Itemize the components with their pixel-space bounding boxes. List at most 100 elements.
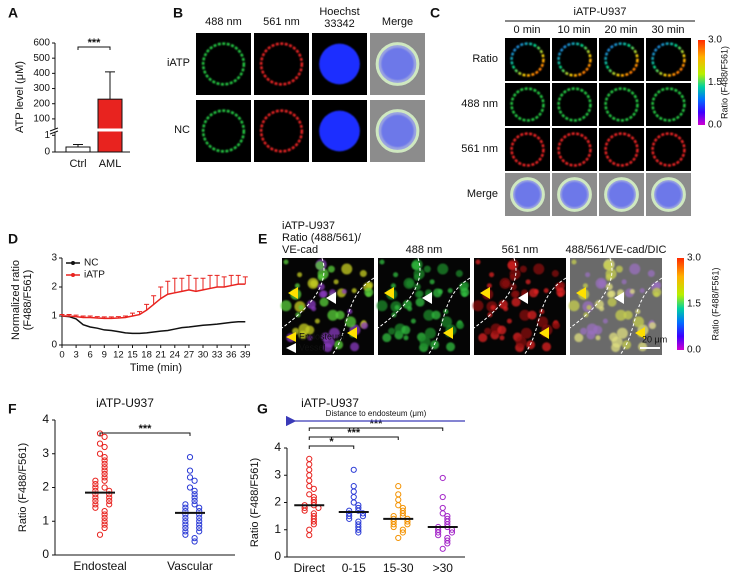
micrograph (312, 33, 367, 95)
data-point (439, 493, 446, 501)
x-tick-label: 0-15 (342, 561, 366, 575)
cell-blob (537, 316, 549, 328)
cell-blob (558, 281, 566, 289)
data-point (399, 529, 406, 536)
data-point (439, 504, 446, 512)
data-point (390, 521, 397, 528)
data-point (448, 529, 456, 536)
cell-blob (318, 290, 326, 298)
data-point (101, 474, 108, 481)
y-tick-label: 3 (51, 253, 57, 264)
data-point (350, 466, 357, 473)
x-tick-label: 36 (226, 350, 237, 361)
cell-blob (379, 259, 385, 265)
error-bar (193, 277, 199, 292)
cell-blob (489, 272, 495, 278)
micrograph (370, 100, 425, 162)
y-axis-label: ATP level (μM) (14, 61, 26, 133)
data-point (182, 501, 189, 508)
data-point (306, 477, 313, 484)
y-tick-label: 600 (33, 38, 50, 49)
membrane (259, 109, 304, 153)
cell-blob (606, 290, 614, 298)
column-label: 488 nm (406, 244, 443, 256)
x-axis-label: Time (min) (130, 362, 182, 374)
micrograph (599, 173, 644, 216)
data-point (346, 515, 353, 522)
arrow-marker (539, 327, 549, 339)
significance-label: * (329, 436, 334, 448)
cell-blob (406, 280, 414, 288)
cell-blob (447, 288, 453, 294)
micrograph (599, 128, 644, 171)
nucleus (514, 181, 541, 208)
cell-blob (653, 291, 659, 297)
arrow-label: Distance to endosteum (μm) (326, 409, 427, 418)
cell-blob (543, 288, 549, 294)
cell-blob (415, 297, 425, 307)
cell-blob (366, 281, 374, 289)
cell-blob (335, 310, 345, 320)
cell-blob (345, 316, 357, 328)
cell-blob (602, 318, 608, 324)
membrane (604, 132, 639, 167)
cell-blob (639, 288, 645, 294)
boundary (569, 257, 663, 356)
bar (97, 98, 123, 153)
legend-label: NC (84, 258, 98, 269)
data-point (191, 477, 198, 484)
cell-blob (306, 299, 316, 309)
data-point (182, 514, 189, 521)
cell-blob (607, 297, 617, 307)
nucleus (319, 43, 360, 85)
panel-label: G (257, 401, 268, 417)
arrow-marker (326, 292, 336, 304)
data-point (444, 540, 451, 547)
cell-blob (315, 261, 325, 271)
data-point (101, 518, 108, 525)
cell-blob (333, 279, 339, 285)
cell-blob (533, 263, 545, 275)
y-tick-label: 100 (33, 114, 50, 125)
y-tick-label: 3 (42, 446, 49, 460)
y-axis-label: (F488/F561) (22, 270, 34, 331)
legend-label: iATP (84, 270, 105, 281)
data-point (355, 529, 362, 536)
data-point (92, 481, 99, 488)
column-label: 488/561/VE-cad/DIC (566, 244, 667, 256)
membrane (651, 132, 686, 167)
error-bar (73, 144, 83, 147)
data-point (439, 545, 446, 552)
cell-blob (441, 316, 453, 328)
cell-blob (292, 327, 300, 335)
x-tick-label: >30 (433, 561, 454, 575)
significance-bracket (308, 427, 444, 431)
cell-blob (515, 336, 527, 348)
panel-label: C (430, 5, 440, 21)
data-point (196, 514, 203, 521)
membrane (651, 42, 686, 77)
nucleus (319, 110, 360, 152)
row-label: Merge (467, 188, 498, 200)
cell-blob (419, 336, 431, 348)
data-point (306, 472, 313, 479)
cell-blob (557, 291, 563, 297)
data-point (310, 485, 317, 492)
cell-blob (394, 305, 400, 311)
micrograph (646, 128, 691, 171)
x-tick-label: 30 (198, 350, 209, 361)
data-point (101, 454, 108, 461)
y-axis-label: Normalized ratio (10, 260, 22, 340)
cell-blob (446, 342, 456, 352)
data-point (186, 474, 194, 481)
error-bar (214, 274, 220, 287)
data-point (350, 493, 357, 501)
cell-blob (294, 283, 300, 289)
data-point (101, 524, 108, 532)
arrow-marker (422, 292, 432, 304)
y-tick-label: 3 (274, 467, 281, 481)
data-point (101, 511, 108, 518)
panel-label: B (173, 5, 183, 21)
arrow-marker (635, 327, 645, 339)
cell-blob (414, 290, 422, 298)
